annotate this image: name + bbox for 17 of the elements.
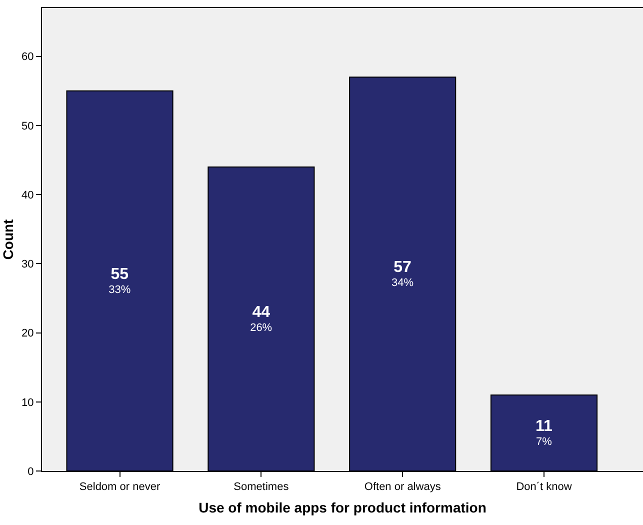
y-tick-label: 10 <box>22 396 34 409</box>
data-label: 55 33% <box>108 266 131 296</box>
y-tick-label: 20 <box>22 328 34 340</box>
data-label: 44 26% <box>250 304 272 334</box>
y-tick-label: 40 <box>22 189 34 202</box>
x-tick-label: Sometimes <box>234 481 290 494</box>
x-tick-label: Seldom or never <box>79 481 160 494</box>
x-tick-label: Don´t know <box>516 481 572 494</box>
y-axis-title: Count <box>0 218 16 260</box>
x-axis-title: Use of mobile apps for product information <box>198 500 486 516</box>
data-label: 57 34% <box>391 258 414 290</box>
y-tick-label: 30 <box>22 258 34 271</box>
y-tick-label: 50 <box>22 120 34 132</box>
data-label: 11 7% <box>536 418 553 448</box>
y-tick-label: 60 <box>22 51 34 64</box>
y-tick-label: 0 <box>28 466 34 478</box>
x-tick-label: Often or always <box>364 481 442 494</box>
